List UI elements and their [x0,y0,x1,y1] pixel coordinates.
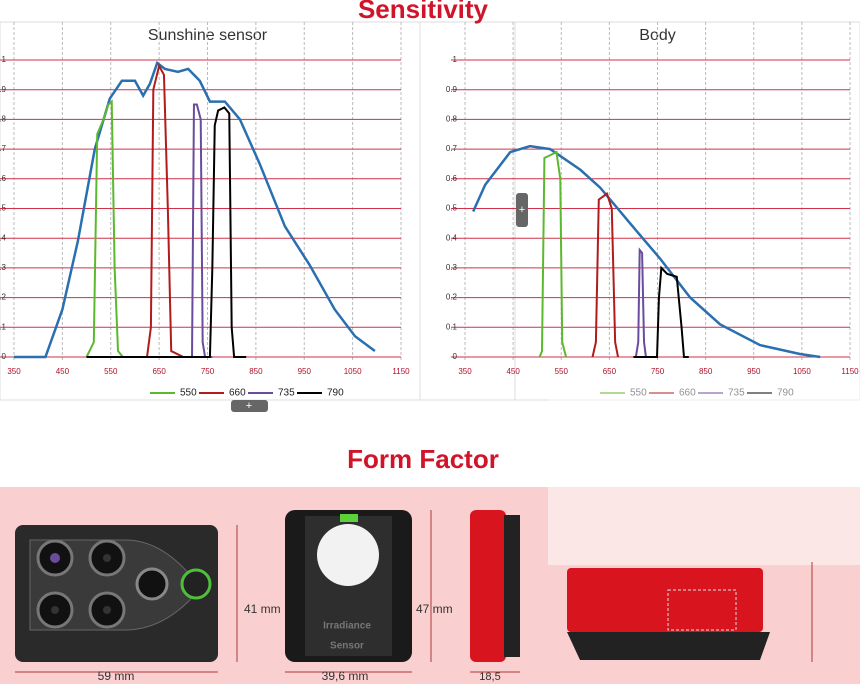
y-tick-label: 0.2 [446,293,458,302]
y-tick-label: 0.5 [446,204,458,213]
x-tick-label: 1050 [793,367,811,376]
y-tick-label: 1 [2,55,7,64]
device-label: Sensor [330,641,364,652]
y-tick-label: 0.6 [446,174,458,183]
series-line [134,63,184,358]
charts: Sunshine sensor 350 450 550 650 750 850 950 1050… [0,21,860,401]
legend-label: 735 [278,388,295,399]
y-tick-label: 0.3 [0,263,7,272]
dimension-label: 18,5 [479,671,500,683]
x-tick-label: 550 [555,367,569,376]
series-line [183,103,213,358]
series-line [591,192,620,358]
svg-text:+: + [519,204,525,216]
y-tick-label: 1 [453,55,458,64]
series-line [472,144,821,359]
y-tick-label: 0 [2,352,7,361]
x-tick-label: 450 [506,367,520,376]
y-tick-label: 0.7 [0,144,7,153]
svg-text:+: + [246,400,252,412]
chart: Sunshine sensor 350 450 550 650 750 850 950 1050… [0,21,516,401]
y-tick-label: 0.1 [446,322,458,331]
y-tick-label: 0.8 [446,115,458,124]
chart: Body 350 450 550 650 750 850 950 1050 1150 0 0.1 0.2… [419,21,860,401]
legend-expand[interactable]: + [231,400,268,412]
chart-frame [419,21,860,401]
dimension-label: 59 mm [98,669,135,683]
series-line [14,60,376,359]
chart-frame [0,21,516,401]
y-tick-label: 0.6 [0,174,7,183]
x-tick-label: 650 [603,367,617,376]
x-tick-label: 850 [249,367,263,376]
dimension-label: 41 mm [244,602,281,616]
series-line [538,150,568,358]
y-tick-label: 0.4 [446,233,458,242]
body-expand[interactable]: + [516,193,528,227]
section-title: Form Factor [347,444,499,474]
x-tick-label: 750 [651,367,665,376]
y-tick-label: 0.4 [0,233,7,242]
series-line [85,99,124,358]
x-tick-label: 1050 [344,367,362,376]
y-tick-label: 0.8 [0,115,7,124]
device-label: Irradiance [323,621,371,632]
x-tick-label: 750 [201,367,215,376]
chart-title: Sunshine sensor [148,27,268,44]
y-tick-label: 0.7 [446,144,458,153]
series-line [86,106,247,358]
x-tick-label: 550 [104,367,118,376]
x-tick-label: 450 [56,367,70,376]
dimension-label: 47 mm [416,602,453,616]
y-tick-label: 0.5 [0,204,7,213]
dimension-label: 39,6 mm [322,669,369,683]
y-tick-label: 0 [453,352,458,361]
legend-label: 550 [180,388,197,399]
section-title: Sensitivity [358,0,489,24]
camera-body [548,375,860,662]
x-tick-label: 350 [458,367,472,376]
legend-label: 790 [327,388,344,399]
series-line [633,265,689,358]
y-tick-label: 0.9 [446,85,458,94]
x-tick-label: 350 [7,367,21,376]
x-tick-label: 1150 [392,367,410,376]
chart-title: Body [639,27,675,44]
sensor-side [470,510,520,662]
camera-front [15,525,218,662]
x-tick-label: 950 [298,367,312,376]
y-tick-label: 0.2 [0,293,7,302]
x-tick-label: 1150 [841,367,859,376]
y-tick-label: 0.9 [0,85,7,94]
y-tick-label: 0.3 [446,263,458,272]
legend-label: 660 [229,388,246,399]
x-tick-label: 650 [152,367,166,376]
y-tick-label: 0.1 [0,322,7,331]
sensor-front [285,510,412,662]
series-line [634,247,647,358]
x-tick-label: 950 [747,367,761,376]
x-tick-label: 850 [699,367,713,376]
